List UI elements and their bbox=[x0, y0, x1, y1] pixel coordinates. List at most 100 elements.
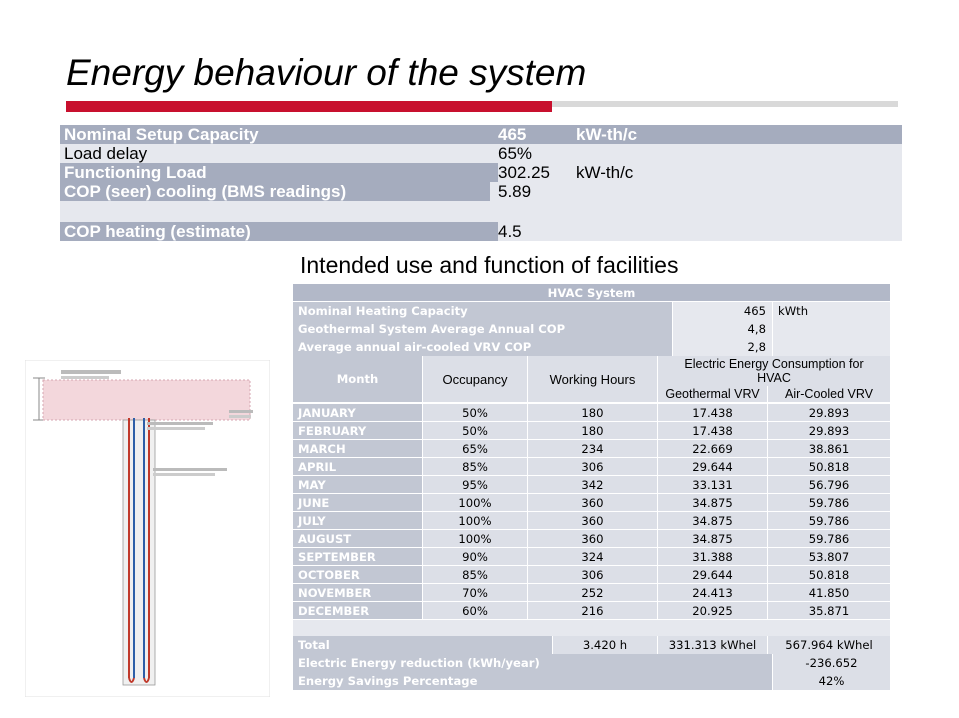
hvac-title-row: HVAC System bbox=[293, 284, 890, 301]
section-subtitle: Intended use and function of facilities bbox=[300, 252, 679, 278]
spec-unit: kWth bbox=[773, 302, 890, 320]
savings-label: Energy Savings Percentage bbox=[293, 672, 773, 690]
summary-value: 302.25 bbox=[498, 163, 568, 182]
summary-value: 5.89 bbox=[498, 181, 532, 201]
spec-row: Average annual air-cooled VRV COP 2,8 bbox=[293, 338, 890, 356]
working-hours-header: Working Hours bbox=[528, 356, 658, 402]
summary-unit bbox=[576, 144, 776, 163]
spec-label: Nominal Heating Capacity bbox=[293, 302, 673, 320]
aircooled-cell: 59.786 bbox=[808, 531, 850, 546]
aircooled-cell: 53.807 bbox=[808, 549, 850, 564]
summary-label: Functioning Load bbox=[64, 162, 207, 182]
month-cell: SEPTEMBER bbox=[293, 548, 423, 565]
working-hours-cell: 360 bbox=[528, 530, 658, 547]
geothermal-cell: 31.388 bbox=[658, 548, 768, 565]
geothermal-cell: 22.669 bbox=[658, 440, 768, 457]
aircooled-cell: 35.871 bbox=[808, 603, 850, 618]
geothermal-cell: 17.438 bbox=[658, 422, 768, 439]
borehole-diagram bbox=[25, 360, 270, 697]
month-header: Month bbox=[293, 356, 423, 402]
geothermal-cell: 34.875 bbox=[658, 494, 768, 511]
aircooled-cell: 50.818 bbox=[808, 459, 850, 474]
spec-label: Average annual air-cooled VRV COP bbox=[293, 338, 673, 356]
occupancy-cell: 90% bbox=[423, 548, 528, 565]
geothermal-header: Geothermal VRV bbox=[658, 386, 768, 402]
spec-value: 465 bbox=[673, 302, 773, 320]
total-label: Total bbox=[293, 636, 553, 654]
aircooled-header: Air-Cooled VRV bbox=[784, 387, 873, 401]
aircooled-cell: 41.850 bbox=[808, 585, 850, 600]
geothermal-cell: 34.875 bbox=[658, 512, 768, 529]
aircooled-cell: 29.893 bbox=[808, 423, 850, 438]
occupancy-cell: 65% bbox=[423, 440, 528, 457]
geothermal-cell: 17.438 bbox=[658, 404, 768, 421]
working-hours-cell: 216 bbox=[528, 602, 658, 619]
summary-label: Load delay bbox=[64, 143, 148, 163]
total-aircooled: 567.964 kWhel bbox=[785, 638, 873, 652]
geothermal-cell: 29.644 bbox=[658, 458, 768, 475]
aircooled-cell: 56.796 bbox=[808, 477, 850, 492]
month-cell: APRIL bbox=[293, 458, 423, 475]
month-cell: AUGUST bbox=[293, 530, 423, 547]
spec-unit bbox=[773, 338, 890, 356]
month-cell: JANUARY bbox=[293, 404, 423, 421]
occupancy-cell: 95% bbox=[423, 476, 528, 493]
month-cell: OCTOBER bbox=[293, 566, 423, 583]
working-hours-cell: 360 bbox=[528, 494, 658, 511]
aircooled-cell: 59.786 bbox=[808, 513, 850, 528]
reduction-label: Electric Energy reduction (kWh/year) bbox=[293, 654, 773, 672]
month-cell: FEBRUARY bbox=[293, 422, 423, 439]
summary-row: Functioning Load 302.25 kW-th/c bbox=[60, 163, 902, 182]
working-hours-cell: 360 bbox=[528, 512, 658, 529]
aircooled-cell: 59.786 bbox=[808, 495, 850, 510]
month-cell: JUNE bbox=[293, 494, 423, 511]
geothermal-cell: 33.131 bbox=[658, 476, 768, 493]
summary-value: 65% bbox=[498, 143, 533, 163]
consumption-header: Electric Energy Consumption for HVAC bbox=[684, 357, 864, 385]
spec-label: Geothermal System Average Annual COP bbox=[293, 320, 673, 338]
column-header-row: Month Occupancy Working Hours Electric E… bbox=[293, 356, 890, 402]
summary-row: Nominal Setup Capacity 465 kW-th/c bbox=[60, 125, 902, 144]
month-row: JANUARY 50% 180 17.438 29.893 bbox=[293, 403, 890, 421]
month-row: MAY 95% 342 33.131 56.796 bbox=[293, 475, 890, 493]
summary-unit bbox=[576, 182, 776, 201]
occupancy-cell: 100% bbox=[423, 512, 528, 529]
occupancy-cell: 100% bbox=[423, 530, 528, 547]
reduction-value: -236.652 bbox=[805, 656, 858, 670]
summary-row: COP heating (estimate) 4.5 bbox=[60, 222, 902, 241]
month-row: JULY 100% 360 34.875 59.786 bbox=[293, 511, 890, 529]
month-row: APRIL 85% 306 29.644 50.818 bbox=[293, 457, 890, 475]
slide-title: Energy behaviour of the system bbox=[66, 52, 587, 93]
table-spacer bbox=[293, 620, 890, 636]
month-row: OCTOBER 85% 306 29.644 50.818 bbox=[293, 565, 890, 583]
spec-row: Nominal Heating Capacity 465 kWth bbox=[293, 302, 890, 320]
month-row: AUGUST 100% 360 34.875 59.786 bbox=[293, 529, 890, 547]
working-hours-cell: 180 bbox=[528, 404, 658, 421]
summary-label: Nominal Setup Capacity bbox=[64, 124, 259, 144]
month-row: SEPTEMBER 90% 324 31.388 53.807 bbox=[293, 547, 890, 565]
geothermal-cell: 34.875 bbox=[658, 530, 768, 547]
summary-unit bbox=[568, 222, 902, 241]
month-cell: JULY bbox=[293, 512, 423, 529]
working-hours-cell: 342 bbox=[528, 476, 658, 493]
geothermal-cell: 29.644 bbox=[658, 566, 768, 583]
title-divider-accent bbox=[66, 101, 552, 112]
spec-value: 4,8 bbox=[673, 320, 773, 338]
working-hours-cell: 234 bbox=[528, 440, 658, 457]
month-cell: MARCH bbox=[293, 440, 423, 457]
month-row: JUNE 100% 360 34.875 59.786 bbox=[293, 493, 890, 511]
month-row: FEBRUARY 50% 180 17.438 29.893 bbox=[293, 421, 890, 439]
summary-value: 465 bbox=[498, 124, 527, 144]
working-hours-cell: 306 bbox=[528, 458, 658, 475]
occupancy-cell: 50% bbox=[423, 422, 528, 439]
summary-label: COP heating (estimate) bbox=[64, 221, 251, 241]
aircooled-cell: 50.818 bbox=[808, 567, 850, 582]
month-cell: MAY bbox=[293, 476, 423, 493]
occupancy-cell: 85% bbox=[423, 566, 528, 583]
aircooled-cell: 38.861 bbox=[808, 441, 850, 456]
month-row: NOVEMBER 70% 252 24.413 41.850 bbox=[293, 583, 890, 601]
spec-value: 2,8 bbox=[673, 338, 773, 356]
hvac-title: HVAC System bbox=[547, 285, 636, 300]
occupancy-cell: 85% bbox=[423, 458, 528, 475]
working-hours-cell: 252 bbox=[528, 584, 658, 601]
